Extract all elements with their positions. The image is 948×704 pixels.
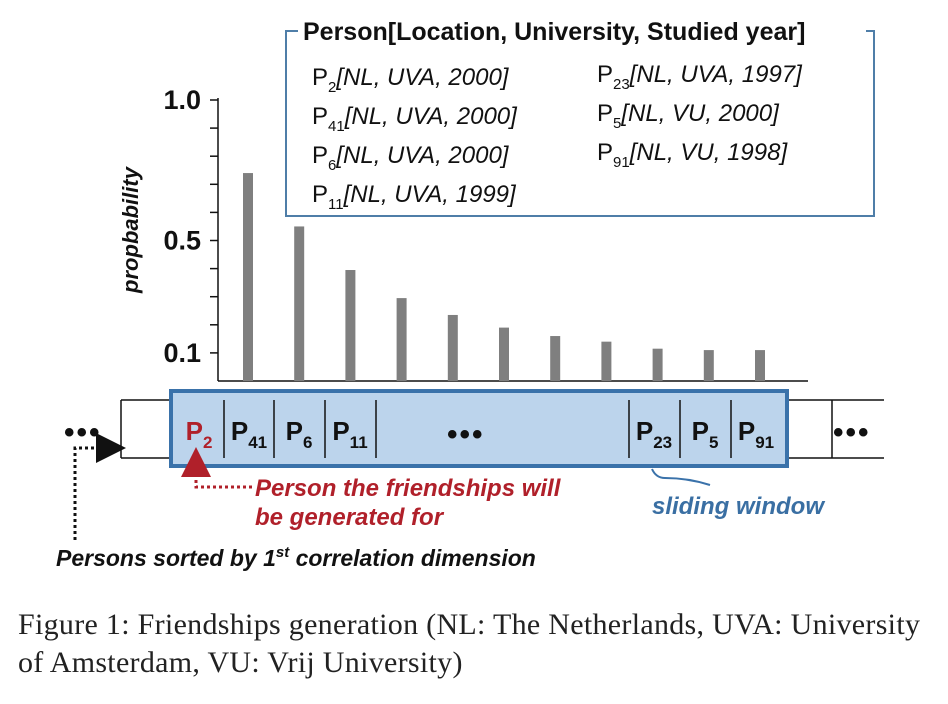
legend-right-column: P23[NL, UVA, 1997] P5[NL, VU, 2000] P91[NL… [597, 61, 803, 171]
bar [550, 336, 561, 381]
person-cells: P2 P41 P6 P11 P23 P5 P91 [186, 416, 775, 452]
person-cell: P2 [186, 416, 213, 452]
bar [345, 270, 356, 381]
bar [703, 350, 714, 381]
red-pointer-arrow [181, 447, 252, 489]
legend-entry: P11[NL, UVA, 1999] [312, 181, 517, 213]
y-tick-label: 0.5 [163, 226, 201, 256]
bar [294, 226, 305, 381]
y-ticks: 0.1 0.5 1.0 [163, 85, 218, 368]
bar [396, 298, 407, 381]
bar [499, 327, 509, 381]
sliding-window-label: sliding window [652, 493, 825, 520]
legend-entry: P6[NL, UVA, 2000] [312, 142, 510, 174]
person-cell: P5 [692, 416, 719, 452]
legend-entry: P41[NL, UVA, 2000] [312, 103, 518, 135]
probability-bar-chart: 0.1 0.5 1.0 propbability [118, 85, 808, 382]
bar [601, 341, 612, 381]
person-cell: P91 [738, 416, 774, 452]
person-cell: P41 [231, 416, 267, 452]
row-left-ellipsis: ••• [64, 416, 102, 449]
person-cell: P23 [636, 416, 672, 452]
y-axis-label: propbability [118, 165, 143, 294]
y-tick-label: 0.1 [163, 338, 201, 368]
legend-entry: P23[NL, UVA, 1997] [597, 61, 803, 93]
legend-box: Person[Location, University, Studied yea… [285, 18, 875, 217]
bar [652, 348, 663, 381]
target-person-note-line1: Person the friendships will [255, 475, 562, 502]
cell-dividers [223, 400, 732, 458]
person-cell: P6 [286, 416, 313, 452]
sorted-persons-label: Persons sorted by 1st correlation dimens… [56, 544, 536, 571]
bar [447, 314, 458, 381]
row-middle-ellipsis: ••• [447, 418, 485, 451]
legend-left-column: P2[NL, UVA, 2000] P41[NL, UVA, 2000] P6[NL… [312, 64, 518, 213]
y-tick-label: 1.0 [163, 85, 201, 115]
legend-entry: P2[NL, UVA, 2000] [312, 64, 510, 96]
person-cell: P11 [332, 416, 367, 452]
legend-entry: P5[NL, VU, 2000] [597, 100, 780, 132]
row-right-ellipsis: ••• [833, 416, 871, 449]
figure-caption: Figure 1: Friendships generation (NL: Th… [18, 608, 921, 679]
annotations: Person the friendships will be generated… [56, 433, 825, 571]
bar [243, 173, 253, 381]
persons-row: P2 P41 P6 P11 P23 P5 P91 ••• ••• ••• [64, 389, 884, 468]
bars [243, 173, 765, 381]
target-person-note-line2: be generated for [255, 504, 445, 531]
sorted-pointer-arrow [73, 433, 126, 540]
sliding-window-pointer [651, 468, 711, 486]
legend-border [285, 30, 875, 217]
legend-title: Person[Location, University, Studied yea… [303, 18, 805, 46]
bar [755, 350, 765, 381]
legend-entry: P91[NL, VU, 1998] [597, 139, 788, 171]
